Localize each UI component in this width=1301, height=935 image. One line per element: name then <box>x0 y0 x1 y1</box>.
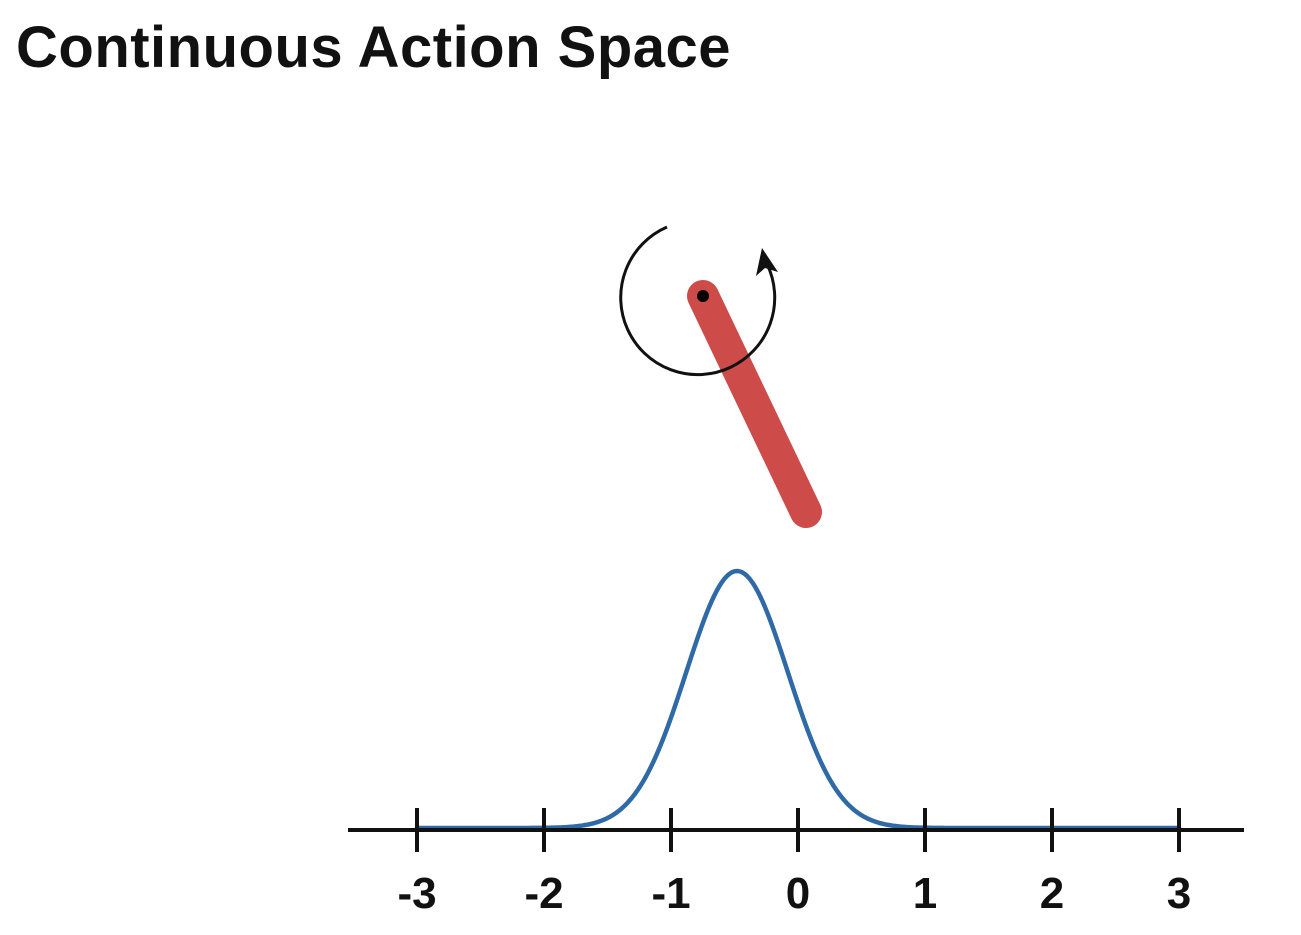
x-tick-label: -1 <box>651 869 690 918</box>
gaussian-curve <box>414 568 1182 831</box>
pivot-point-icon <box>697 290 709 302</box>
x-tick-label: 3 <box>1167 869 1191 918</box>
gaussian-chart: -3 -2 -1 0 1 2 3 <box>348 568 1244 918</box>
x-tick-label: -2 <box>524 869 563 918</box>
page-title: Continuous Action Space <box>16 15 732 80</box>
rotation-arc <box>619 225 777 377</box>
x-axis-ticks <box>415 808 1181 852</box>
x-tick-label: 0 <box>786 869 810 918</box>
x-axis-tick-labels: -3 -2 -1 0 1 2 3 <box>397 869 1191 918</box>
x-tick-label: 2 <box>1040 869 1064 918</box>
x-tick-label: -3 <box>397 869 436 918</box>
x-tick-label: 1 <box>913 869 937 918</box>
pendulum-illustration <box>619 225 822 528</box>
pendulum-rod-icon <box>687 280 822 528</box>
rotation-arrow-icon <box>619 225 778 377</box>
rotation-arrowhead <box>756 248 778 276</box>
